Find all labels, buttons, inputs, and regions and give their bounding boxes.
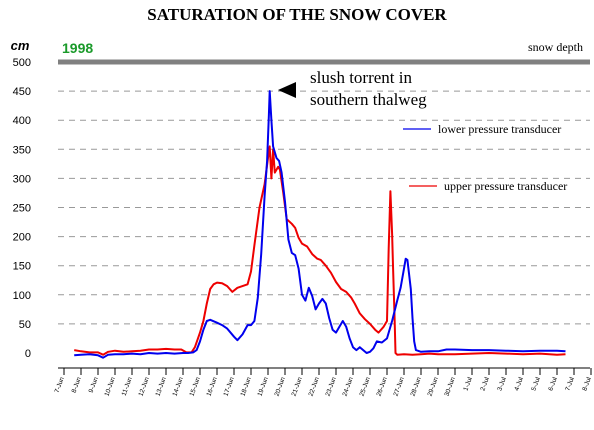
x-tick-label: 18-Jun [240, 376, 254, 397]
x-tick-label: 21-Jun [291, 376, 305, 397]
x-tick-label: 25-Jun [359, 376, 373, 397]
legend-label: lower pressure transducer [438, 122, 561, 136]
y-tick-label: 500 [13, 57, 31, 69]
legend: lower pressure transducer upper pressure … [403, 122, 567, 193]
x-tick-label: 8-Jul [581, 376, 593, 392]
x-tick-label: 29-Jun [427, 376, 441, 397]
y-axis-ticks: 0 50 100 150 200 250 300 350 400 450 500 [13, 57, 31, 360]
grid-lines [58, 59, 590, 325]
x-tick-label: 11-Jun [121, 376, 134, 397]
x-tick-label: 12-Jun [138, 376, 152, 397]
y-axis-unit: cm [11, 38, 30, 53]
x-tick-label: 19-Jun [257, 376, 271, 397]
chart-title: SATURATION OF THE SNOW COVER [147, 5, 447, 24]
legend-label: upper pressure transducer [444, 179, 567, 193]
series-line [74, 90, 566, 359]
y-tick-label: 350 [13, 144, 31, 156]
x-tick-label: 1-Jul [462, 376, 474, 392]
annotation-text: slush torrent in [310, 68, 412, 87]
y-tick-label: 300 [13, 173, 31, 185]
x-tick-label: 30-Jun [444, 376, 458, 397]
y-tick-label: 150 [13, 261, 31, 273]
x-tick-label: 17-Jun [223, 376, 237, 397]
y-tick-label: 400 [13, 115, 31, 127]
x-tick-label: 20-Jun [274, 376, 288, 397]
y-tick-label: 0 [25, 348, 31, 360]
x-axis-ticks: 7-Jun 8-Jun 9-Jun 10-Jun 11-Jun 12-Jun 13-Jun 1… [54, 368, 593, 397]
y-tick-label: 250 [13, 203, 31, 215]
x-tick-label: 26-Jun [376, 376, 390, 397]
x-tick-label: 2-Jul [479, 376, 491, 392]
year-label: 1998 [62, 40, 93, 56]
x-tick-label: 7-Jul [564, 376, 576, 392]
x-tick-label: 4-Jul [513, 376, 525, 392]
y-tick-label: 200 [13, 232, 31, 244]
y-tick-label: 450 [13, 86, 31, 98]
x-tick-label: 14-Jun [172, 376, 186, 397]
x-tick-label: 8-Jun [71, 376, 83, 394]
x-tick-label: 10-Jun [104, 376, 118, 397]
snow-depth-label: snow depth [528, 40, 583, 54]
series-lines [74, 90, 566, 359]
x-tick-label: 22-Jun [308, 376, 322, 397]
x-tick-label: 9-Jun [88, 376, 100, 394]
x-tick-label: 5-Jul [530, 376, 542, 392]
x-tick-label: 28-Jun [410, 376, 424, 397]
x-tick-label: 7-Jun [54, 376, 66, 394]
x-tick-label: 6-Jul [547, 376, 559, 392]
x-tick-label: 27-Jun [393, 376, 407, 397]
x-tick-label: 13-Jun [155, 376, 169, 397]
y-tick-label: 50 [19, 319, 31, 331]
y-tick-label: 100 [13, 290, 31, 302]
x-tick-label: 23-Jun [325, 376, 339, 397]
annotation: slush torrent in southern thalweg [278, 68, 427, 109]
x-tick-label: 16-Jun [206, 376, 220, 397]
x-tick-label: 15-Jun [189, 376, 203, 397]
x-tick-label: 24-Jun [342, 376, 356, 397]
annotation-text: southern thalweg [310, 90, 427, 109]
x-tick-label: 3-Jul [496, 376, 508, 392]
annotation-arrow [278, 82, 296, 98]
